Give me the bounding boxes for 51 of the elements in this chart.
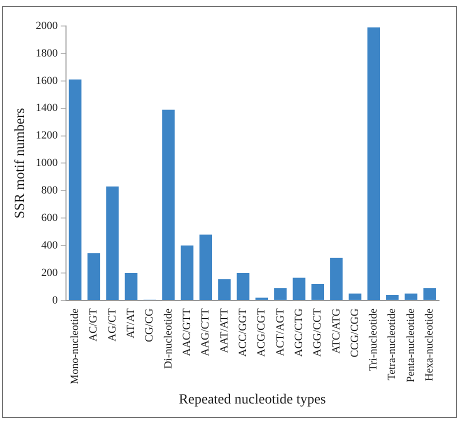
y-tick-label: 800 [41, 184, 58, 197]
x-tick-label: ACT/AGT [274, 308, 286, 356]
bar [124, 272, 138, 300]
bar [348, 294, 362, 300]
x-tick-label: CCG/CGG [348, 308, 361, 358]
x-tick-label: AGG/CCT [312, 308, 324, 357]
x-axis-title: Repeated nucleotide types [178, 392, 326, 408]
bar [236, 272, 250, 300]
y-axis-title: SSR motif numbers [13, 108, 28, 218]
y-tick-label: 0 [52, 294, 58, 306]
bar [87, 253, 100, 300]
x-tick-label: AG/CT [106, 308, 118, 342]
bar [218, 279, 231, 300]
y-tick-label: 400 [41, 239, 58, 252]
bar [386, 294, 399, 300]
x-tick-label: AAC/GTT [180, 308, 193, 356]
x-tick-label: Di-nucleotide [162, 308, 174, 369]
x-tick-label: Tri-nucleotide [368, 308, 380, 371]
bar [68, 80, 82, 300]
y-tick-label: 1600 [36, 74, 58, 87]
x-tick-label: Tetra-nucleotide [386, 308, 398, 380]
x-tick-label: AAT/ATT [218, 308, 230, 354]
x-tick-label: ATC/ATG [330, 308, 342, 354]
x-tick-label: AAG/CTT [200, 308, 212, 356]
bar [292, 278, 306, 300]
bar [423, 288, 436, 300]
x-tick-label: AT/AT [125, 308, 137, 338]
bar [106, 186, 119, 300]
x-tick-label: AGC/CTG [292, 308, 305, 357]
y-tick-label: 600 [41, 212, 58, 224]
bar [180, 246, 194, 300]
x-tick-label: CG/CG [144, 308, 156, 342]
bar [311, 284, 324, 300]
bar [199, 234, 212, 300]
bar [404, 294, 418, 300]
y-tick-label: 1800 [36, 47, 58, 60]
bar [367, 27, 380, 300]
x-tick-label: AC/GT [88, 308, 100, 342]
y-tick-label: 2000 [36, 20, 58, 32]
x-tick-label: Mono-nucleotide [69, 308, 82, 384]
y-tick-label: 1400 [36, 102, 58, 114]
bar [330, 258, 343, 300]
x-tick-label: Penta-nucleotide [404, 308, 417, 382]
x-tick-label: ACG/CGT [256, 308, 268, 357]
y-tick-label: 200 [41, 266, 58, 279]
x-tick-label: ACC/GGT [236, 308, 249, 357]
y-tick-label: 1200 [36, 130, 58, 142]
y-tick-label: 1000 [36, 157, 58, 170]
bar [274, 288, 287, 300]
x-tick-label: Hexa-nucleotide [424, 308, 436, 382]
bar [162, 110, 175, 300]
